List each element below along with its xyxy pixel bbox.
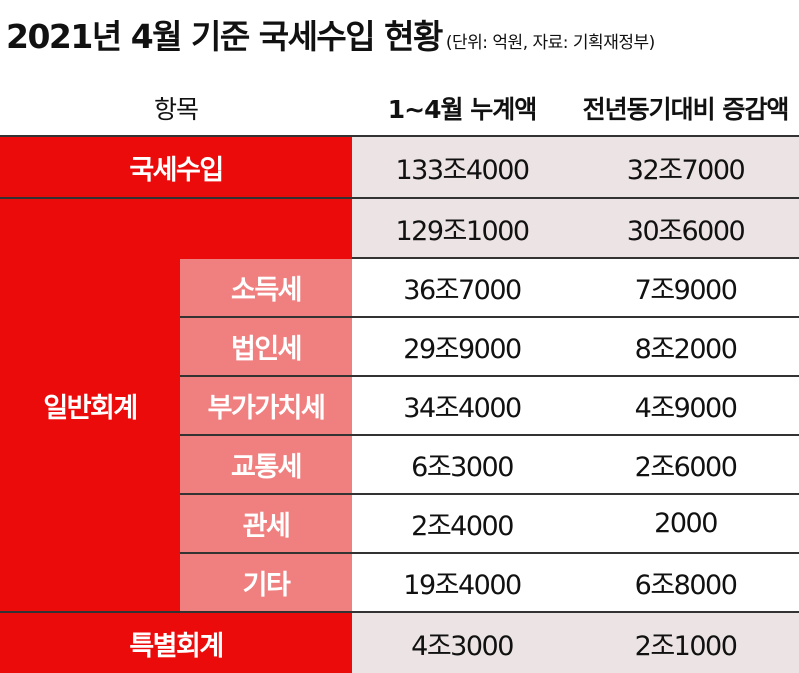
row-label-other: 기타	[180, 553, 353, 613]
title: 2021년 4월 기준 국세수입 현황 (단위: 억원, 자료: 기획재정부)	[6, 10, 655, 66]
cell-cumulative: 34조4000	[352, 376, 573, 436]
cell-yoy: 4조9000	[572, 376, 799, 436]
row-label-total: 국세수입	[0, 136, 353, 199]
cell-total-cumulative: 133조4000	[352, 136, 573, 199]
page-title: 2021년 4월 기준 국세수입 현황	[6, 17, 443, 56]
cell-yoy: 6조8000	[572, 553, 799, 613]
col-header-item: 항목	[0, 80, 353, 137]
cell-cumulative: 29조9000	[352, 317, 573, 377]
row-label-income-tax: 소득세	[180, 258, 353, 318]
table-row-total: 국세수입 133조4000 32조7000	[0, 136, 799, 199]
cell-cumulative: 19조4000	[352, 553, 573, 613]
cell-yoy: 2조6000	[572, 435, 799, 495]
col-header-yoy: 전년동기대비 증감액	[572, 80, 799, 137]
cell-general-cumulative: 129조1000	[352, 198, 573, 259]
col-header-cumulative: 1~4월 누계액	[352, 80, 573, 137]
cell-cumulative: 2조4000	[352, 494, 573, 554]
row-label-customs: 관세	[180, 494, 353, 554]
cell-cumulative: 36조7000	[352, 258, 573, 318]
cell-yoy: 8조2000	[572, 317, 799, 377]
cell-yoy: 2000	[572, 494, 799, 554]
row-label-transport-tax: 교통세	[180, 435, 353, 495]
table-row: 교통세 6조3000 2조6000	[0, 435, 799, 495]
cell-yoy: 7조9000	[572, 258, 799, 318]
cell-general-yoy: 30조6000	[572, 198, 799, 259]
row-label-vat: 부가가치세	[180, 376, 353, 436]
cell-special-cumulative: 4조3000	[352, 612, 573, 673]
table-row-general: 일반회계 129조1000 30조6000	[0, 198, 799, 613]
table-row: 부가가치세 34조4000 4조9000	[0, 376, 799, 436]
row-label-general: 일반회계	[0, 198, 180, 613]
table-row-special: 특별회계 4조3000 2조1000	[0, 612, 799, 673]
table-row: 법인세 29조9000 8조2000	[0, 317, 799, 377]
tax-revenue-table: 항목 1~4월 누계액 전년동기대비 증감액 국세수입 133조4000 32조…	[0, 80, 799, 673]
cell-special-yoy: 2조1000	[572, 612, 799, 673]
general-subtotal-spacer	[180, 198, 353, 259]
cell-total-yoy: 32조7000	[572, 136, 799, 199]
table-row: 소득세 36조7000 7조9000	[0, 258, 799, 318]
row-label-corporate-tax: 법인세	[180, 317, 353, 377]
table-row: 관세 2조4000 2000	[0, 494, 799, 554]
cell-cumulative: 6조3000	[352, 435, 573, 495]
unit-note: (단위: 억원, 자료: 기획재정부)	[445, 33, 655, 53]
table-row: 기타 19조4000 6조8000	[0, 553, 799, 613]
row-label-special: 특별회계	[0, 612, 353, 673]
header-row: 항목 1~4월 누계액 전년동기대비 증감액	[0, 80, 799, 137]
